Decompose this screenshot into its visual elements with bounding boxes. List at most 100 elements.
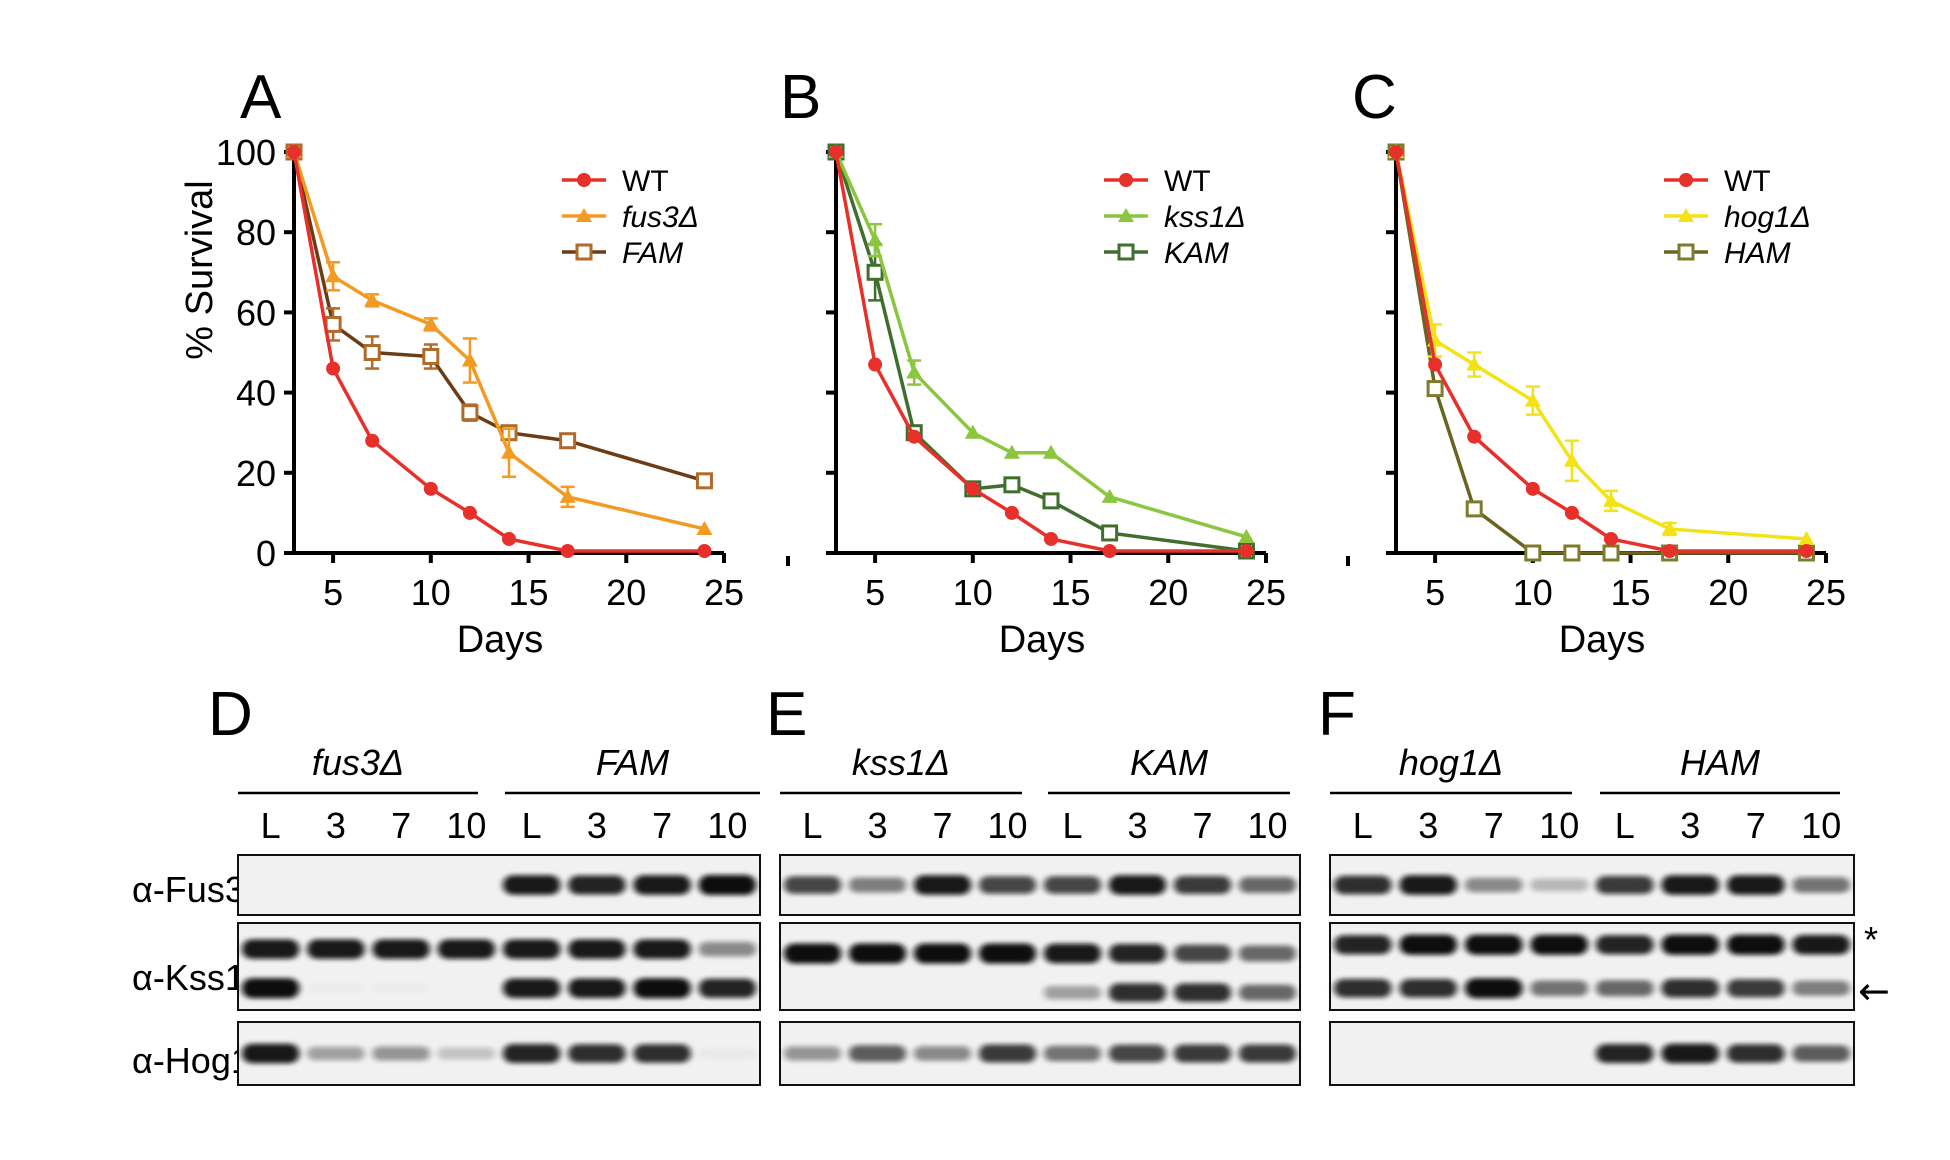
band — [1595, 1044, 1654, 1063]
band — [1595, 935, 1654, 955]
lane-label: L — [522, 805, 542, 846]
legend-marker — [576, 208, 592, 222]
asterisk-annotation: * — [1864, 919, 1878, 960]
x-tick-label: 10 — [411, 572, 451, 613]
data-point — [365, 433, 380, 448]
legend-label: FAM — [622, 237, 683, 270]
band — [913, 875, 972, 895]
data-point — [1003, 476, 1021, 494]
band — [698, 941, 757, 957]
band — [1043, 1045, 1102, 1062]
lane-label: 10 — [1539, 805, 1579, 846]
data-point — [1044, 531, 1058, 546]
data-point — [559, 432, 577, 450]
x-tick-label: 15 — [1611, 572, 1651, 613]
band — [307, 939, 365, 959]
band — [1726, 934, 1785, 955]
data-point — [965, 481, 980, 496]
band — [633, 875, 691, 895]
y-tick-label: 0 — [256, 533, 276, 574]
x-tick-label: 5 — [865, 572, 885, 613]
legend-marker — [1677, 243, 1695, 261]
x-tick-label: 25 — [1246, 572, 1286, 613]
x-tick-label: 25 — [704, 572, 744, 613]
x-axis-title: Days — [457, 619, 544, 661]
series-fus3Δ — [286, 144, 713, 535]
band — [699, 1048, 756, 1058]
x-tick-label: 15 — [1051, 572, 1091, 613]
x-tick-label: 5 — [323, 572, 343, 613]
y-axis-title: % Survival — [179, 180, 221, 360]
data-point — [697, 543, 712, 558]
data-point — [422, 348, 440, 366]
lane-label: 7 — [652, 805, 672, 846]
data-point — [1799, 543, 1814, 558]
lane-label: L — [802, 805, 822, 846]
band — [241, 1043, 300, 1064]
series-line — [1394, 151, 1807, 555]
band — [1464, 934, 1523, 955]
x-tick-label: 25 — [1806, 572, 1846, 613]
lane-label: 7 — [932, 805, 952, 846]
band — [1726, 979, 1785, 998]
lane-label: 3 — [867, 805, 887, 846]
legend-label: HAM — [1724, 237, 1791, 270]
group-label: kss1Δ — [852, 742, 950, 783]
y-tick-label: 100 — [216, 132, 276, 173]
series-WT — [829, 145, 1254, 558]
band — [633, 939, 691, 959]
data-point — [422, 316, 439, 331]
data-point — [1101, 488, 1118, 503]
plot-area — [284, 143, 726, 563]
band — [1043, 943, 1102, 964]
band — [783, 1046, 842, 1061]
lane-label: 10 — [707, 805, 747, 846]
x-tick-label: 20 — [606, 572, 646, 613]
lane-label: 7 — [1746, 805, 1766, 846]
series-line — [834, 151, 1247, 553]
band — [1464, 877, 1523, 893]
x-tick-label: 10 — [1513, 572, 1553, 613]
lane-label: L — [1062, 805, 1082, 846]
data-point — [1004, 505, 1019, 520]
data-point — [1043, 444, 1059, 459]
x-tick-label: 20 — [1148, 572, 1188, 613]
row-label-kss1: α-Kss1 — [132, 957, 245, 998]
data-point — [1604, 531, 1618, 546]
series-line — [1394, 151, 1807, 553]
band — [1661, 1043, 1720, 1064]
data-point — [287, 145, 301, 159]
lane-label: L — [1353, 805, 1373, 846]
band — [568, 875, 626, 895]
blot-row — [237, 1021, 761, 1086]
panel-letter-c: C — [1352, 63, 1397, 132]
band — [502, 978, 561, 998]
data-point — [1662, 543, 1677, 558]
data-point — [829, 145, 843, 159]
row-label-hog1: α-Hog1 — [132, 1040, 251, 1081]
band — [1792, 935, 1851, 955]
band — [783, 876, 842, 894]
x-tick-labels: 5 10 15 20 25 — [1425, 572, 1846, 613]
legend-label: WT — [622, 165, 669, 198]
blot-row — [1329, 922, 1855, 1011]
y-tick-label: 40 — [236, 373, 276, 414]
blot-e: kss1Δ KAM L 3 7 10 L 3 7 10 — [779, 742, 1301, 1086]
lane-label: 3 — [1680, 805, 1700, 846]
arrow-annotation: ← — [1858, 969, 1890, 1013]
data-point — [1102, 543, 1117, 558]
panel-letter-a: A — [240, 63, 282, 132]
data-point — [1525, 481, 1540, 496]
band — [913, 1046, 972, 1061]
band — [1173, 1044, 1232, 1063]
data-point — [868, 357, 883, 372]
legend-marker — [1119, 173, 1133, 187]
lane-label: 3 — [1127, 805, 1147, 846]
x-axis-title: Days — [999, 619, 1086, 661]
band — [568, 939, 626, 959]
data-point — [501, 444, 517, 459]
data-point — [461, 404, 479, 422]
